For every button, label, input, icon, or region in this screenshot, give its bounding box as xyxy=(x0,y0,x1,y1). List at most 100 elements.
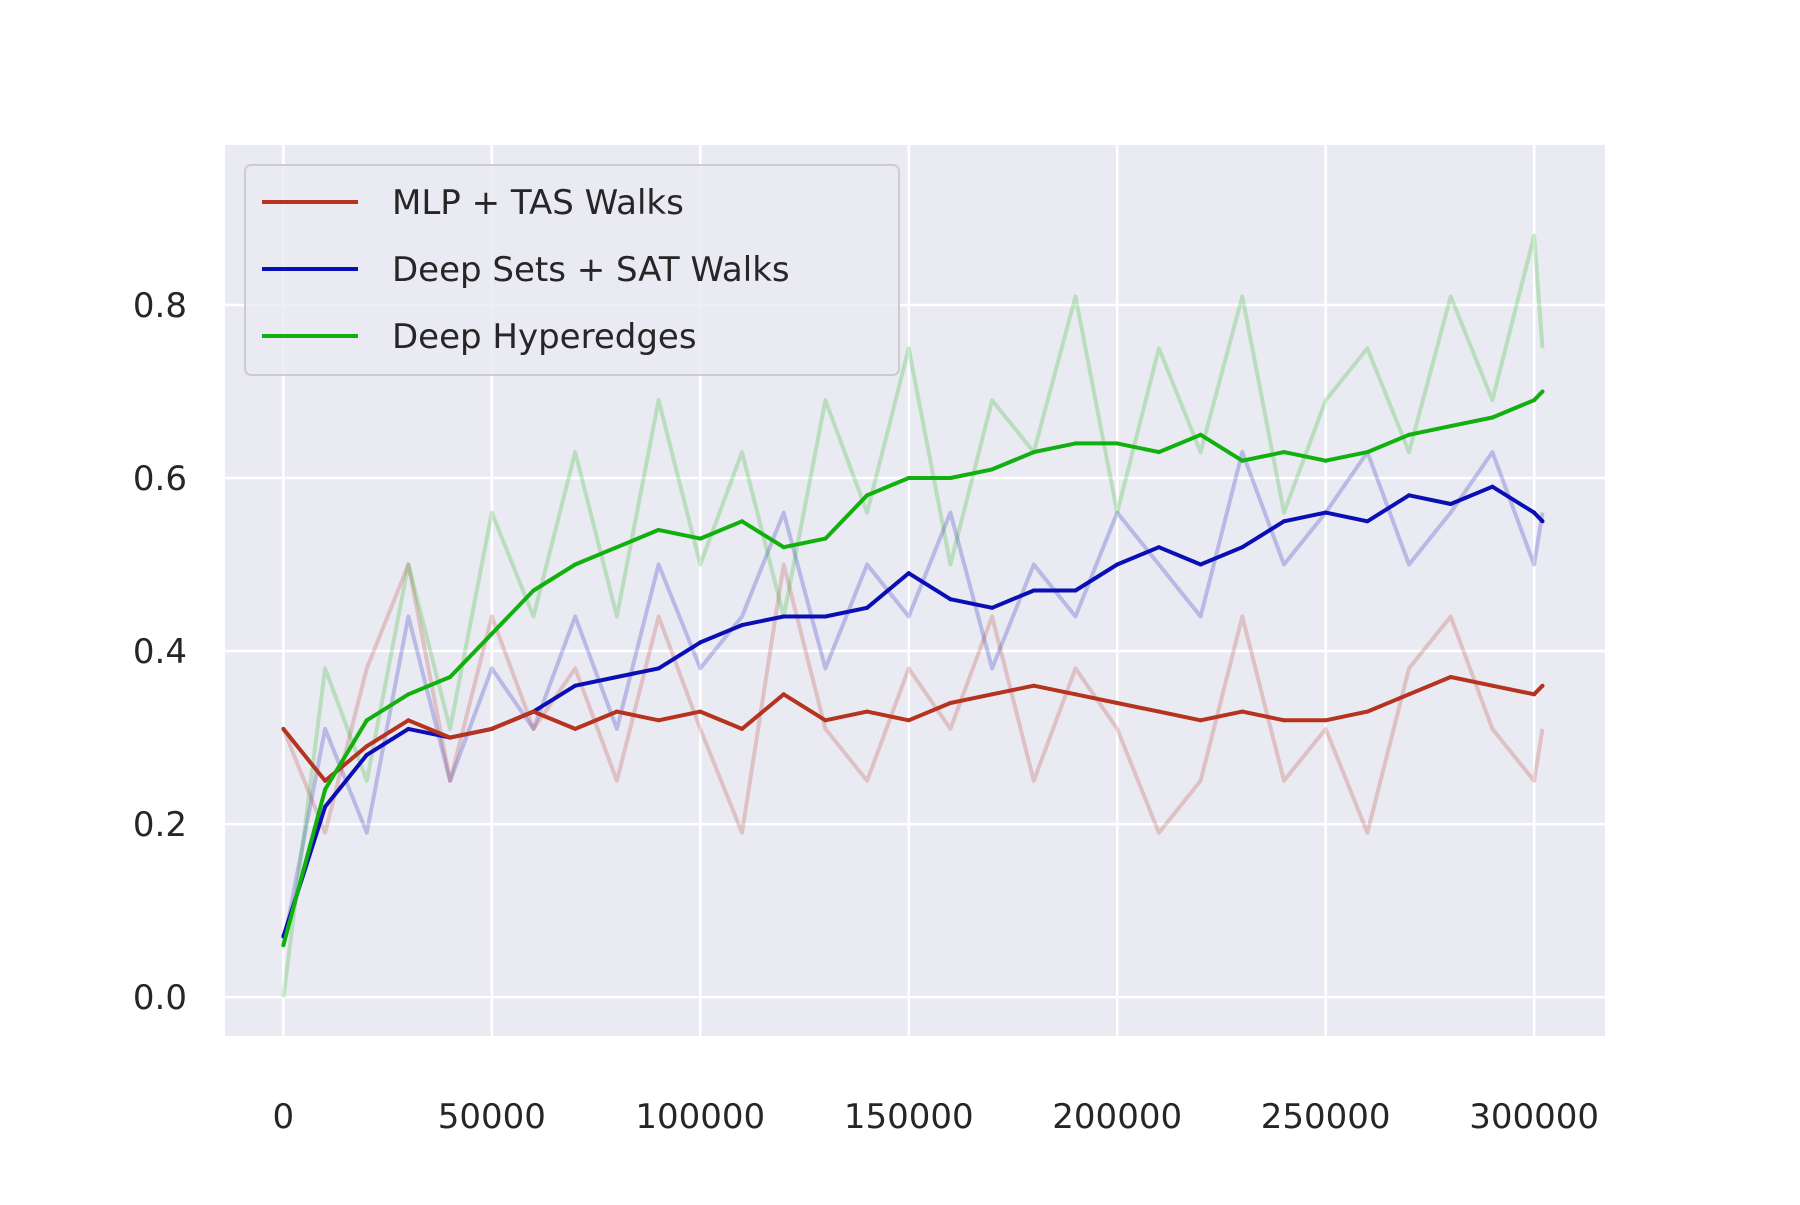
data-point xyxy=(1448,675,1453,679)
data-point xyxy=(1532,510,1537,515)
data-point xyxy=(823,536,828,541)
data-point xyxy=(906,571,911,576)
data-point xyxy=(948,597,953,602)
data-point xyxy=(865,709,870,714)
data-point xyxy=(1532,692,1537,697)
data-point xyxy=(1282,450,1286,455)
data-point xyxy=(1073,441,1078,446)
data-point xyxy=(740,726,744,731)
y-tick-label: 0.6 xyxy=(133,459,187,499)
data-point xyxy=(448,675,453,679)
data-point xyxy=(1407,692,1411,697)
data-point xyxy=(781,692,786,697)
data-point xyxy=(531,709,536,714)
data-point xyxy=(1490,484,1495,489)
data-point xyxy=(323,778,328,783)
y-tick-label: 0.8 xyxy=(133,286,187,326)
legend-label-deep-sets: Deep Sets + SAT Walks xyxy=(392,250,790,290)
raw-line-series-1 xyxy=(281,450,1545,946)
smoothed-series-layer xyxy=(281,389,1545,948)
data-point xyxy=(990,605,995,610)
data-point xyxy=(865,493,870,498)
data-point xyxy=(698,536,703,541)
data-point xyxy=(1115,441,1120,446)
data-point xyxy=(906,718,911,723)
raw-line-series-2 xyxy=(281,233,1545,998)
data-point xyxy=(323,787,328,792)
data-point xyxy=(573,562,578,567)
data-point xyxy=(1198,432,1203,437)
data-point xyxy=(865,605,870,610)
data-point xyxy=(531,588,536,593)
data-point xyxy=(1448,502,1453,506)
series-2-group xyxy=(281,389,1545,948)
data-point xyxy=(614,545,619,550)
data-point xyxy=(1240,545,1245,550)
data-point xyxy=(1448,424,1453,429)
data-point xyxy=(1115,701,1120,705)
data-point xyxy=(1115,562,1120,567)
data-point xyxy=(1365,450,1370,455)
data-point xyxy=(1407,493,1411,498)
data-point xyxy=(656,666,661,671)
data-point xyxy=(614,675,619,679)
data-point xyxy=(1282,519,1286,524)
data-point xyxy=(406,692,411,697)
data-point xyxy=(948,476,953,480)
data-point xyxy=(364,718,369,723)
data-point xyxy=(1540,683,1545,688)
series-line-0 xyxy=(281,675,1544,783)
data-point xyxy=(1031,588,1036,593)
data-point xyxy=(281,943,286,948)
data-point xyxy=(573,683,578,688)
data-point xyxy=(1540,519,1545,524)
y-tick-label: 0.2 xyxy=(133,805,187,845)
data-point xyxy=(698,640,703,645)
data-point xyxy=(1282,718,1286,723)
data-point xyxy=(740,623,744,628)
data-point xyxy=(990,467,995,472)
data-point xyxy=(1407,432,1411,437)
data-point xyxy=(364,752,369,757)
data-point xyxy=(1073,588,1078,593)
data-point xyxy=(823,614,828,619)
data-point xyxy=(1156,450,1161,455)
legend-box xyxy=(244,164,900,376)
legend-label-deep-hyperedges: Deep Hyperedges xyxy=(392,317,697,357)
data-point xyxy=(1490,683,1495,688)
data-point xyxy=(1031,450,1036,455)
y-tick-labels: 0.0 0.2 0.4 0.6 0.8 xyxy=(133,286,187,1018)
data-point xyxy=(323,804,328,809)
data-point xyxy=(489,726,494,731)
data-point xyxy=(1240,458,1245,463)
data-point xyxy=(656,527,661,532)
data-point xyxy=(1490,415,1495,420)
data-point xyxy=(364,744,369,749)
x-tick-label: 150000 xyxy=(844,1097,974,1137)
y-tick-label: 0.4 xyxy=(133,632,187,672)
data-point xyxy=(1323,458,1328,463)
x-tick-label: 0 xyxy=(273,1097,295,1137)
data-point xyxy=(448,735,453,740)
raw-series-layer xyxy=(281,233,1545,998)
data-point xyxy=(698,709,703,714)
data-point xyxy=(990,692,995,697)
data-point xyxy=(1532,398,1537,403)
data-point xyxy=(614,709,619,714)
data-point xyxy=(1198,718,1203,723)
data-point xyxy=(1073,692,1078,697)
data-point xyxy=(1198,562,1203,567)
data-point xyxy=(1540,389,1545,394)
data-point xyxy=(781,545,786,550)
data-point xyxy=(1365,519,1370,524)
series-0-group xyxy=(281,675,1545,783)
data-point xyxy=(823,718,828,723)
data-point xyxy=(1156,709,1161,714)
data-point xyxy=(740,519,744,524)
x-tick-labels: 0 50000 100000 150000 200000 250000 300000 xyxy=(273,1097,1599,1137)
x-tick-label: 250000 xyxy=(1261,1097,1391,1137)
x-tick-label: 100000 xyxy=(635,1097,765,1137)
data-point xyxy=(573,726,578,731)
